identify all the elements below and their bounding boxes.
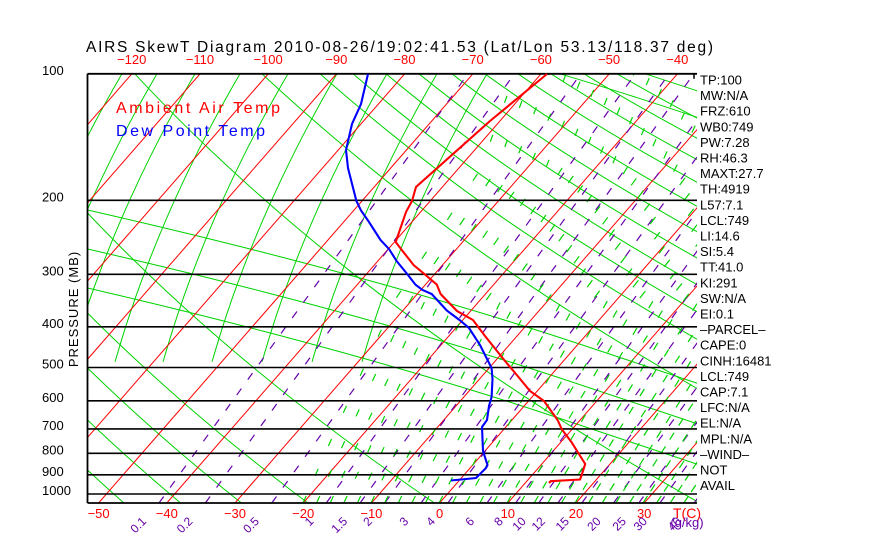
svg-text:0: 0: [436, 506, 443, 521]
svg-text:LFC:N/A: LFC:N/A: [700, 400, 750, 415]
svg-text:LCL:749: LCL:749: [700, 369, 749, 384]
svg-text:PRESSURE (MB): PRESSURE (MB): [66, 251, 81, 367]
svg-text:Ambient Air Temp: Ambient Air Temp: [116, 100, 280, 117]
svg-text:−20: −20: [292, 506, 314, 521]
svg-text:MPL:N/A: MPL:N/A: [700, 431, 752, 446]
svg-text:(g/kg): (g/kg): [670, 515, 703, 530]
svg-text:−50: −50: [598, 52, 620, 67]
svg-text:SI:5.4: SI:5.4: [700, 244, 734, 259]
svg-text:−80: −80: [393, 52, 415, 67]
svg-text:400: 400: [42, 316, 64, 331]
svg-text:NOT: NOT: [700, 463, 728, 478]
svg-text:T(C): T(C): [673, 505, 701, 521]
svg-text:KI:291: KI:291: [700, 275, 738, 290]
svg-text:−120: −120: [117, 52, 146, 67]
svg-text:LCL:749: LCL:749: [700, 213, 749, 228]
svg-text:10: 10: [501, 506, 515, 521]
svg-text:−60: −60: [530, 52, 552, 67]
svg-text:30: 30: [637, 506, 651, 521]
svg-text:L57:7.1: L57:7.1: [700, 197, 743, 212]
svg-text:−30: −30: [224, 506, 246, 521]
svg-text:RH:46.3: RH:46.3: [700, 151, 748, 166]
svg-text:TP:100: TP:100: [700, 73, 742, 88]
svg-text:1000: 1000: [42, 483, 71, 498]
svg-text:PW:7.28: PW:7.28: [700, 135, 750, 150]
svg-text:CINH:16481: CINH:16481: [700, 353, 772, 368]
svg-text:−70: −70: [462, 52, 484, 67]
svg-text:700: 700: [42, 418, 64, 433]
svg-text:300: 300: [42, 263, 64, 278]
svg-text:600: 600: [42, 390, 64, 405]
svg-text:100: 100: [42, 63, 64, 78]
svg-text:AVAIL: AVAIL: [700, 478, 735, 493]
svg-text:–WIND–: –WIND–: [700, 447, 750, 462]
svg-text:MAXT:27.7: MAXT:27.7: [700, 166, 764, 181]
svg-text:800: 800: [42, 442, 64, 457]
svg-text:EI:0.1: EI:0.1: [700, 307, 734, 322]
svg-text:−40: −40: [666, 52, 688, 67]
svg-text:TH:4919: TH:4919: [700, 182, 750, 197]
svg-text:−90: −90: [325, 52, 347, 67]
svg-text:CAP:7.1: CAP:7.1: [700, 385, 748, 400]
svg-text:−100: −100: [253, 52, 282, 67]
svg-text:20: 20: [569, 506, 583, 521]
svg-text:–PARCEL–: –PARCEL–: [700, 322, 766, 337]
svg-text:FRZ:610: FRZ:610: [700, 104, 751, 119]
svg-text:LI:14.6: LI:14.6: [700, 229, 740, 244]
svg-text:−10: −10: [360, 506, 382, 521]
svg-text:WB0:749: WB0:749: [700, 119, 753, 134]
svg-text:MW:N/A: MW:N/A: [700, 88, 748, 103]
svg-text:−40: −40: [156, 506, 178, 521]
svg-text:CAPE:0: CAPE:0: [700, 338, 746, 353]
svg-text:−50: −50: [88, 506, 110, 521]
svg-text:TT:41.0: TT:41.0: [700, 260, 743, 275]
svg-text:SW:N/A: SW:N/A: [700, 291, 746, 306]
svg-text:200: 200: [42, 189, 64, 204]
svg-text:900: 900: [42, 464, 64, 479]
svg-text:EL:N/A: EL:N/A: [700, 416, 742, 431]
svg-text:AIRS SkewT Diagram 2010-08-26/: AIRS SkewT Diagram 2010-08-26/19:02:41.5…: [86, 39, 713, 56]
svg-text:−110: −110: [186, 52, 214, 67]
svg-text:Dew Point Temp: Dew Point Temp: [116, 123, 265, 140]
svg-text:500: 500: [42, 357, 64, 372]
